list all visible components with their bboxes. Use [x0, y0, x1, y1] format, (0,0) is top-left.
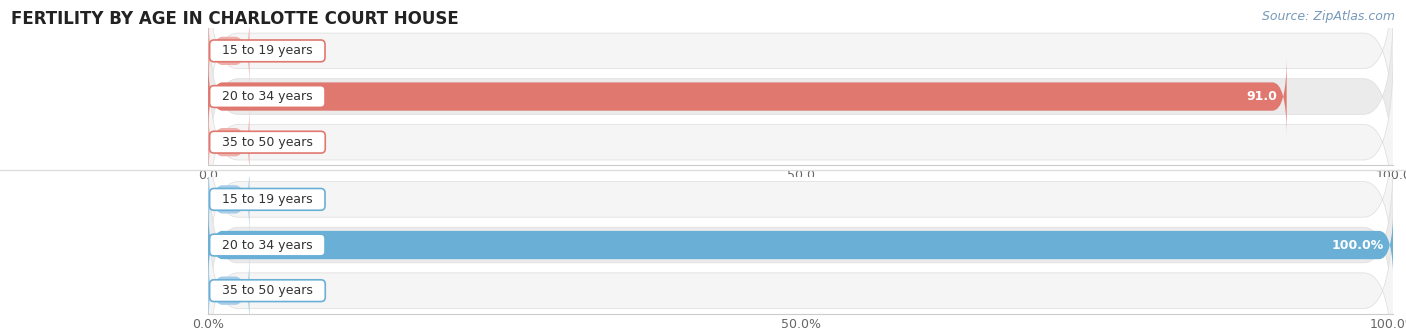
FancyBboxPatch shape	[208, 149, 1393, 330]
Text: FERTILITY BY AGE IN CHARLOTTE COURT HOUSE: FERTILITY BY AGE IN CHARLOTTE COURT HOUS…	[11, 10, 458, 28]
FancyBboxPatch shape	[208, 10, 250, 91]
FancyBboxPatch shape	[208, 159, 250, 240]
FancyBboxPatch shape	[208, 56, 1286, 137]
Text: 35 to 50 years: 35 to 50 years	[214, 136, 321, 149]
Text: 0.0: 0.0	[267, 44, 287, 57]
Text: 100.0%: 100.0%	[1331, 239, 1384, 251]
Text: Source: ZipAtlas.com: Source: ZipAtlas.com	[1261, 10, 1395, 23]
Text: 0.0%: 0.0%	[267, 284, 299, 297]
FancyBboxPatch shape	[208, 103, 1393, 296]
Text: 0.0%: 0.0%	[267, 193, 299, 206]
FancyBboxPatch shape	[208, 46, 1393, 239]
Text: 35 to 50 years: 35 to 50 years	[214, 284, 321, 297]
FancyBboxPatch shape	[208, 0, 1393, 193]
FancyBboxPatch shape	[208, 204, 1393, 286]
FancyBboxPatch shape	[208, 250, 250, 330]
Text: 15 to 19 years: 15 to 19 years	[214, 193, 321, 206]
Text: 15 to 19 years: 15 to 19 years	[214, 44, 321, 57]
Text: 20 to 34 years: 20 to 34 years	[214, 239, 321, 251]
FancyBboxPatch shape	[208, 102, 250, 183]
FancyBboxPatch shape	[208, 194, 1393, 330]
Text: 20 to 34 years: 20 to 34 years	[214, 90, 321, 103]
Text: 0.0: 0.0	[267, 136, 287, 149]
Text: 91.0: 91.0	[1246, 90, 1277, 103]
FancyBboxPatch shape	[208, 0, 1393, 147]
